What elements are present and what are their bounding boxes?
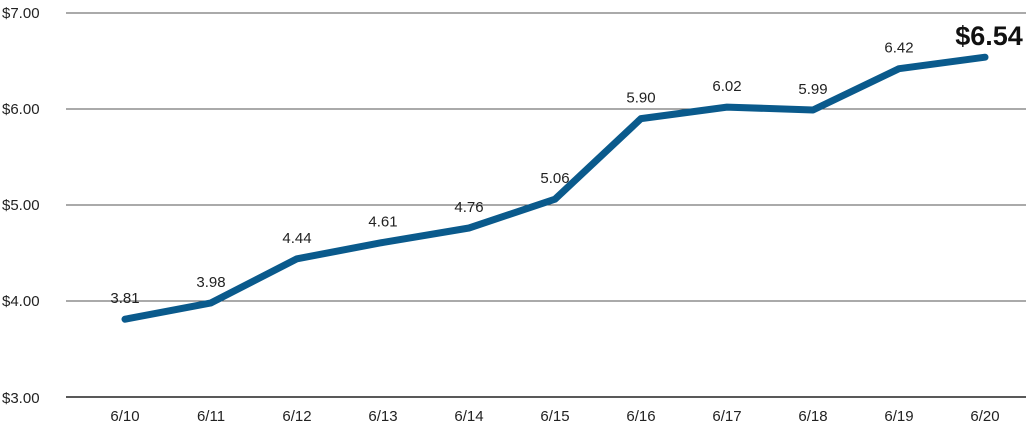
data-label: 6.42: [884, 40, 913, 57]
y-tick-label: $6.00: [2, 101, 40, 118]
y-axis-ticks: $3.00 $4.00 $5.00 $6.00 $7.00: [2, 5, 40, 407]
data-label: 5.90: [626, 90, 655, 107]
data-label: 4.76: [454, 199, 483, 216]
data-label: 3.81: [110, 290, 139, 307]
y-tick-label: $7.00: [2, 5, 40, 22]
data-label-latest: $6.54: [955, 21, 1023, 51]
data-label: 3.98: [196, 274, 225, 291]
y-tick-label: $3.00: [2, 390, 40, 407]
x-tick-label: 6/20: [970, 408, 999, 425]
x-tick-label: 6/17: [712, 408, 741, 425]
data-label: 5.99: [798, 81, 827, 98]
x-tick-label: 6/16: [626, 408, 655, 425]
x-tick-label: 6/12: [282, 408, 311, 425]
x-tick-label: 6/10: [110, 408, 139, 425]
x-tick-label: 6/19: [884, 408, 913, 425]
data-label: 4.44: [282, 230, 311, 247]
x-tick-label: 6/18: [798, 408, 827, 425]
y-tick-label: $5.00: [2, 197, 40, 214]
x-tick-label: 6/14: [454, 408, 483, 425]
x-tick-label: 6/13: [368, 408, 397, 425]
y-tick-label: $4.00: [2, 293, 40, 310]
data-labels: 3.81 3.98 4.44 4.61 4.76 5.06 5.90 6.02 5.99 6.42…: [110, 21, 1022, 307]
x-tick-label: 6/15: [540, 408, 569, 425]
data-label: 4.61: [368, 213, 397, 230]
series-line: [121, 53, 989, 323]
x-tick-label: 6/11: [197, 408, 225, 425]
x-axis-ticks: 6/10 6/11 6/12 6/13 6/14 6/15 6/16 6/17 6/18 6/19…: [110, 408, 999, 425]
data-label: 6.02: [712, 78, 741, 95]
data-label: 5.06: [540, 170, 569, 187]
